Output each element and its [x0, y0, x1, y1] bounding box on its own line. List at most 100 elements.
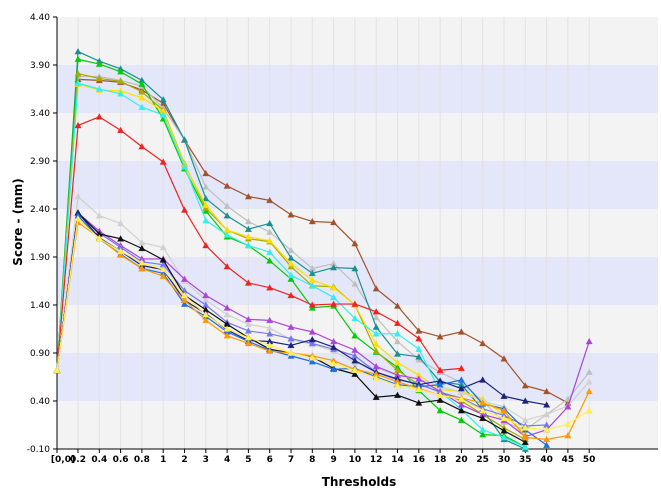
data-point — [415, 399, 423, 406]
plot-bands — [57, 17, 658, 449]
data-point — [351, 357, 359, 364]
data-point — [117, 235, 125, 242]
x-tick-label: 25 — [476, 455, 489, 465]
data-point — [117, 68, 125, 75]
data-point — [351, 265, 359, 272]
axes — [56, 17, 658, 450]
y-tick-label: 2.90 — [30, 157, 50, 167]
data-point — [308, 328, 316, 335]
data-point — [436, 407, 444, 414]
series-line — [56, 221, 590, 440]
data-point — [266, 257, 274, 264]
data-point — [394, 319, 401, 326]
data-point — [95, 60, 103, 67]
data-point — [266, 196, 274, 204]
data-point — [372, 323, 380, 330]
y-tick-label: 4.40 — [30, 13, 50, 23]
x-tick-label: 20 — [455, 455, 468, 465]
data-point — [181, 296, 188, 303]
data-point — [223, 202, 231, 209]
y-ticks: -0.10 0.40 0.90 1.40 1.90 2.40 2.90 3.40 3.90 4.4… — [27, 13, 57, 455]
data-point — [415, 327, 423, 334]
data-point — [330, 218, 338, 226]
data-point — [244, 279, 252, 286]
data-point — [394, 337, 401, 345]
data-point — [351, 332, 359, 339]
data-point — [308, 301, 316, 308]
data-point — [223, 212, 231, 219]
data-point — [117, 90, 125, 97]
data-point — [287, 341, 295, 349]
data-point — [159, 265, 167, 273]
data-point — [223, 182, 231, 189]
plot-band — [57, 161, 658, 209]
data-point — [244, 320, 252, 327]
data-point — [479, 376, 487, 383]
data-point — [500, 407, 508, 414]
data-point — [287, 335, 295, 342]
data-point — [351, 366, 359, 373]
series-6 — [53, 79, 529, 450]
x-tick-label: 0.2 — [70, 455, 86, 465]
data-point — [244, 233, 252, 240]
data-point — [202, 183, 210, 190]
series-line — [56, 218, 590, 431]
data-point — [74, 48, 82, 55]
data-point — [202, 194, 210, 202]
data-point — [287, 246, 295, 253]
data-point — [351, 314, 359, 322]
data-point — [74, 70, 82, 77]
data-point — [351, 280, 359, 287]
x-tick-label: 16 — [413, 455, 426, 465]
data-point — [479, 399, 487, 406]
data-point — [287, 291, 295, 299]
data-point — [202, 291, 210, 299]
data-point — [436, 381, 444, 388]
data-point — [202, 169, 210, 177]
data-point — [330, 264, 338, 271]
y-tick-label: 1.90 — [30, 253, 50, 263]
data-point — [479, 407, 487, 414]
series-line — [56, 212, 547, 406]
data-point — [266, 228, 274, 235]
data-point — [223, 231, 231, 238]
data-point — [266, 237, 274, 244]
plot-band — [57, 113, 658, 161]
data-point — [308, 358, 316, 365]
x-tick-label: 9 — [330, 455, 336, 465]
data-point — [564, 403, 572, 410]
data-point — [181, 136, 188, 143]
data-point — [181, 300, 188, 307]
data-point — [287, 211, 295, 218]
data-point — [479, 414, 487, 421]
data-point — [202, 241, 210, 249]
series-7 — [53, 113, 465, 373]
data-point — [138, 265, 146, 272]
data-point — [372, 347, 380, 354]
data-point — [287, 349, 295, 356]
x-tick-label: 40 — [540, 455, 553, 465]
data-point — [457, 376, 465, 383]
y-tick-label: 3.40 — [30, 109, 50, 119]
data-point — [181, 291, 188, 299]
data-point — [181, 275, 188, 282]
plot-band — [57, 257, 658, 305]
data-point — [372, 313, 380, 321]
x-tick-label: 45 — [562, 455, 575, 465]
x-tick-label: 0.6 — [113, 455, 129, 465]
x-tick-label: 8 — [309, 455, 315, 465]
y-tick-label: 3.90 — [30, 61, 50, 71]
x-axis-title: Thresholds — [322, 475, 397, 489]
data-point — [244, 241, 252, 249]
x-tick-label: [0,0] — [51, 455, 75, 465]
data-point — [159, 243, 167, 251]
data-point — [74, 79, 82, 86]
x-tick-label: 0.8 — [134, 455, 150, 465]
data-point — [287, 271, 295, 278]
data-point — [457, 407, 465, 414]
data-point — [415, 353, 423, 360]
data-point — [308, 269, 316, 277]
data-point — [351, 370, 359, 377]
data-point — [585, 387, 593, 395]
